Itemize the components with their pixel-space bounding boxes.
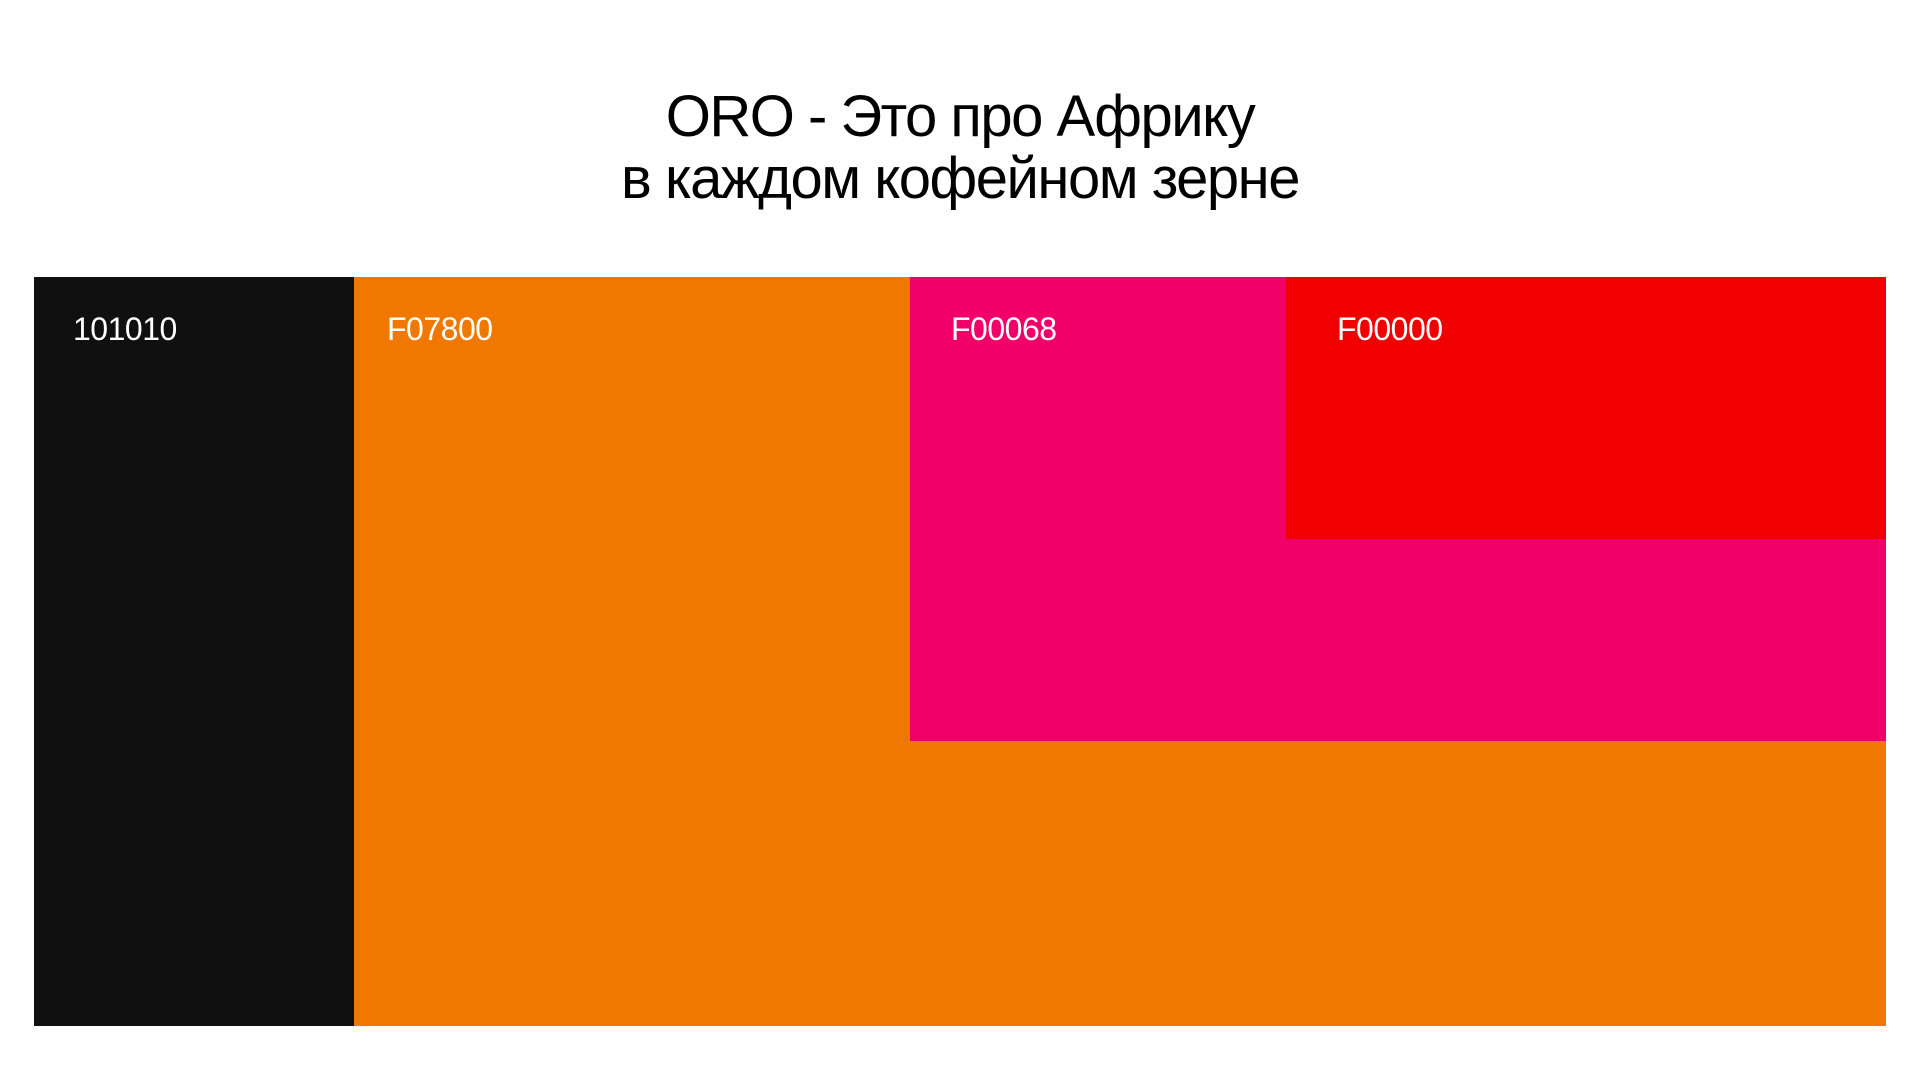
swatch: F00000 — [1286, 277, 1886, 539]
title-line: ORO - Это про Африку — [665, 84, 1256, 149]
swatch: 101010 — [34, 277, 354, 1026]
swatch-label: 101010 — [73, 311, 177, 347]
swatch-label: F00000 — [1337, 311, 1443, 347]
swatch-label: F00068 — [951, 311, 1057, 347]
swatch-label: F07800 — [387, 311, 493, 347]
title-line: в каждом кофейном зерне — [621, 146, 1300, 211]
